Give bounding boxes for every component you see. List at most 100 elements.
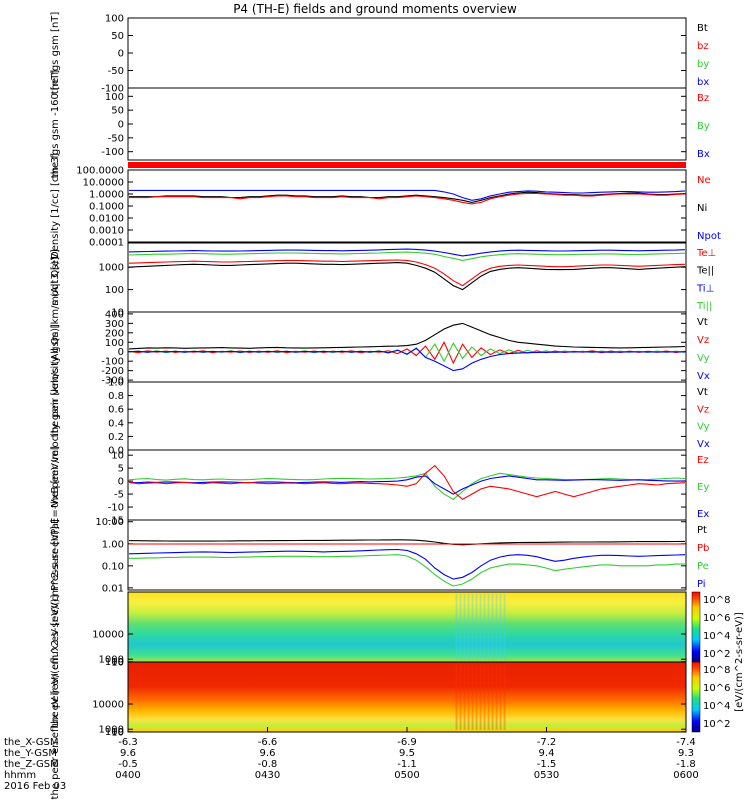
panel-pressure: 10.00 1.00 0.10 0.01 Pressure [nPa] Pt Pb Pe Pi [50,517,709,594]
plot-title: P4 (TH-E) fields and ground moments over… [233,2,517,16]
x-row-label: hhmm [4,770,36,781]
x-row-label: the_Z-GSM [4,759,59,770]
y-tick-label: 100 [105,285,124,296]
spectrogram-streak [463,594,466,660]
y-tick-label: -300 [101,376,124,387]
legend-entry: Ex [697,509,709,520]
spectrogram-streak [491,594,494,660]
y-tick-label: 5 [118,464,124,475]
spectrogram-streak [459,594,462,660]
y-tick-label: -50 [108,66,124,77]
panel-frame [127,87,687,161]
legend-entry: Vy [697,422,710,433]
x-tick-label-x: -6.6 [258,737,278,748]
y-tick-label: -50 [108,133,124,144]
legend-entry: Ti⊥ [696,283,714,294]
spectrogram-streak [487,664,490,730]
x-tick-label-t: 0500 [394,770,419,781]
series-line-Vz [128,341,686,365]
spectrogram-streak [491,664,494,730]
y-tick-label: 1.0000 [89,190,124,201]
legend-entry: Vz [697,335,709,346]
x-tick-label-z: -1.5 [537,759,557,770]
spectrogram-streak [455,664,458,730]
colorbar-gradient [691,591,701,663]
spectrogram-streak [471,664,474,730]
spectrogram-streak [499,664,502,730]
x-tick-label-x: -6.3 [118,737,138,748]
x-tick-label-z: -0.8 [258,759,278,770]
legend-entry: By [697,121,710,132]
series-line-Pi [128,548,686,580]
series-line-Te|| [128,262,686,291]
colorbar-tick-label: 10^8 [703,595,730,606]
spectrogram-streak [479,594,482,660]
y-tick-label: 1000 [99,263,124,274]
spectrogram-streak [495,664,498,730]
series-line-Ez [128,464,686,500]
y-tick-label: 1.0 [108,378,124,389]
y-axis-label: the fgs gsm -160 [nT] [50,70,61,179]
legend-entry: Bz [697,93,709,104]
legend-entry: bz [697,41,709,52]
legend-entry: Pe [697,561,709,572]
series-line-Pe [129,554,685,587]
x-tick-label-y: 9.3 [678,748,694,759]
colorbar-label: [eV/(cm^2-s-sr-eV)] [734,612,745,712]
y-axis-label: moqt3 [eV] [50,249,61,306]
y-tick-label: -100 [101,84,124,95]
x-tick-label-z: -1.1 [397,759,417,770]
y-axis-label: Density [1/cc] [cm-3] [50,153,61,259]
panel-frame [127,311,687,383]
legend-entry: Vt [697,317,708,328]
legend-entry: bx [697,77,709,88]
y-tick-label: 100 [105,92,124,103]
y-tick-label: 0.01 [102,583,124,594]
y-tick-label: 0.10 [102,561,124,572]
x-tick-label-z: -0.5 [118,759,138,770]
colorbar-tick-label: 10^2 [703,719,730,730]
legend-entry: Vy [697,353,710,364]
y-tick-label: 0 [118,477,124,488]
x-tick-label-y: 9.5 [399,748,415,759]
y-tick-label: 300 [105,319,124,330]
y-tick-label: 10 [111,657,124,668]
spectrogram-streak [479,664,482,730]
series-line-Ti|| [128,251,686,261]
legend-entry: Vx [697,439,710,450]
x-tick-label-y: 9.6 [120,748,136,759]
series-line-Te⊥ [128,259,686,287]
x-tick-label-t: 0600 [673,770,698,781]
x-tick-label-z: -1.8 [676,759,696,770]
x-tick-label-x: -7.2 [537,737,557,748]
y-tick-label: 50 [111,31,124,42]
spectrogram-streak [483,664,486,730]
panel-density: 100.000010.00001.00000.10000.01000.00100… [50,153,721,259]
spectrogram-streak [471,594,474,660]
legend-entry: Te⊥ [696,248,716,259]
x-tick-label-t: 0400 [115,770,140,781]
x-tick-label-t: 0530 [534,770,559,781]
y-tick-label: 10 [111,308,124,319]
spectrogram-streak [487,594,490,660]
x-row-label: the_Y-GSM [4,748,57,759]
series-line-Vt [128,322,686,350]
y-tick-label: 0.6 [108,405,124,416]
spectrogram-streak [495,594,498,660]
legend-entry: Ni [697,203,707,214]
y-tick-label: 1000 [99,655,124,666]
x-tick-label-y: 9.6 [260,748,276,759]
y-tick-label: 100 [105,657,124,668]
y-tick-label: 100.0000 [76,166,124,177]
colorbar: 10^8 10^6 10^4 10^2 [691,661,730,733]
y-tick-label: -100 [101,147,124,158]
y-tick-label: 0.0 [108,446,124,457]
panel-velocity_empty: 1.0 0.8 0.6 0.4 0.2 0.0 the peer velocity gsm … [50,324,710,508]
y-tick-label: 0.0010 [89,226,124,237]
y-tick-label: 0 [118,49,124,60]
spectrogram-image [128,592,686,662]
